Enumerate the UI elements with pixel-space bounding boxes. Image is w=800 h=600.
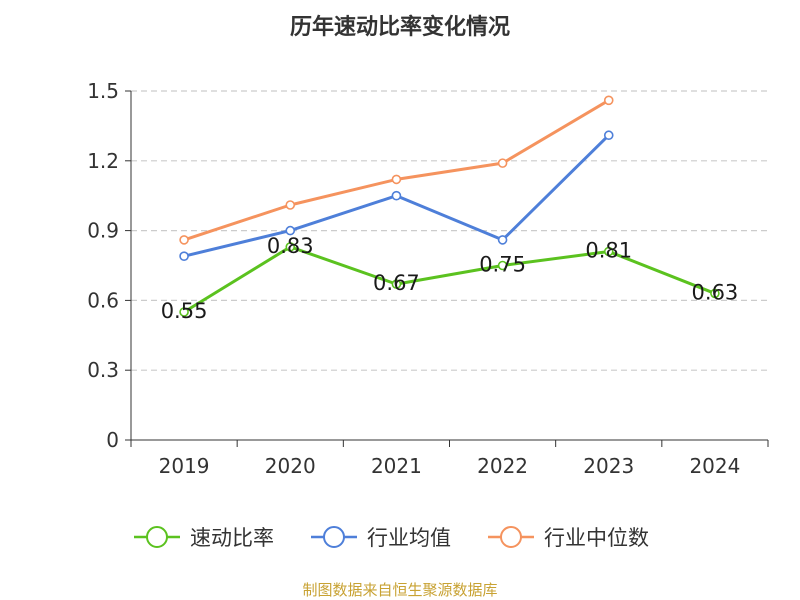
- y-tick-label: 1.2: [87, 149, 119, 173]
- data-point: [179, 307, 189, 317]
- legend-marker: [146, 526, 168, 548]
- data-point: [497, 260, 508, 271]
- data-point: [179, 251, 189, 261]
- x-tick-label: 2019: [159, 454, 210, 478]
- y-tick-label: 0.6: [87, 288, 119, 312]
- series-line: [183, 99, 610, 242]
- legend-item-2: 行业中位数: [488, 526, 649, 550]
- data-point: [285, 225, 296, 236]
- axes: 0 0.3 0.6 0.9 1.2 1.5 2019 2020 2021 2022 2023 2024: [87, 79, 769, 478]
- x-tick-label: 2021: [371, 454, 422, 478]
- data-point: [603, 246, 614, 257]
- legend-label: 速动比率: [190, 526, 274, 550]
- data-label: 0.67: [373, 271, 420, 295]
- data-point: [497, 158, 508, 168]
- legend-marker: [500, 526, 522, 548]
- source-note: 制图数据来自恒生聚源数据库: [302, 581, 497, 599]
- data-point: [603, 130, 614, 141]
- series-line: [183, 245, 716, 314]
- data-point: [179, 235, 189, 245]
- data-labels: 0.55 0.83 0.67 0.75 0.81 0.63: [161, 234, 739, 323]
- series-1: [179, 130, 614, 261]
- data-point: [603, 95, 614, 106]
- series-0: [179, 242, 720, 317]
- data-label: 0.83: [267, 234, 314, 258]
- data-label: 0.75: [479, 253, 526, 277]
- data-point: [285, 242, 296, 252]
- data-label: 0.55: [161, 299, 208, 323]
- x-tick-label: 2020: [265, 454, 316, 478]
- data-point: [285, 200, 296, 210]
- data-label: 0.81: [585, 239, 632, 263]
- series-group: [179, 95, 720, 317]
- data-label: 0.63: [692, 280, 739, 304]
- grid: [131, 90, 768, 371]
- x-tick-label: 2023: [583, 454, 634, 478]
- legend-item-0: 速动比率: [134, 526, 274, 550]
- x-tick-label: 2022: [477, 454, 528, 478]
- series-2: [179, 95, 614, 245]
- legend-label: 行业均值: [367, 526, 451, 550]
- legend: 速动比率 行业均值 行业中位数: [134, 526, 649, 550]
- data-point: [497, 235, 508, 245]
- legend-marker: [323, 526, 345, 548]
- legend-label: 行业中位数: [544, 526, 649, 550]
- legend-item-1: 行业均值: [311, 526, 451, 550]
- y-tick-label: 0.3: [87, 358, 119, 382]
- x-tick-label: 2024: [689, 454, 740, 478]
- y-tick-label: 1.5: [87, 79, 119, 103]
- data-point: [391, 279, 402, 289]
- chart-title: 历年速动比率变化情况: [290, 14, 510, 40]
- data-point: [391, 190, 402, 201]
- y-tick-label: 0: [106, 428, 119, 452]
- data-point: [391, 174, 402, 185]
- y-tick-label: 0.9: [87, 219, 119, 243]
- data-point: [710, 288, 720, 299]
